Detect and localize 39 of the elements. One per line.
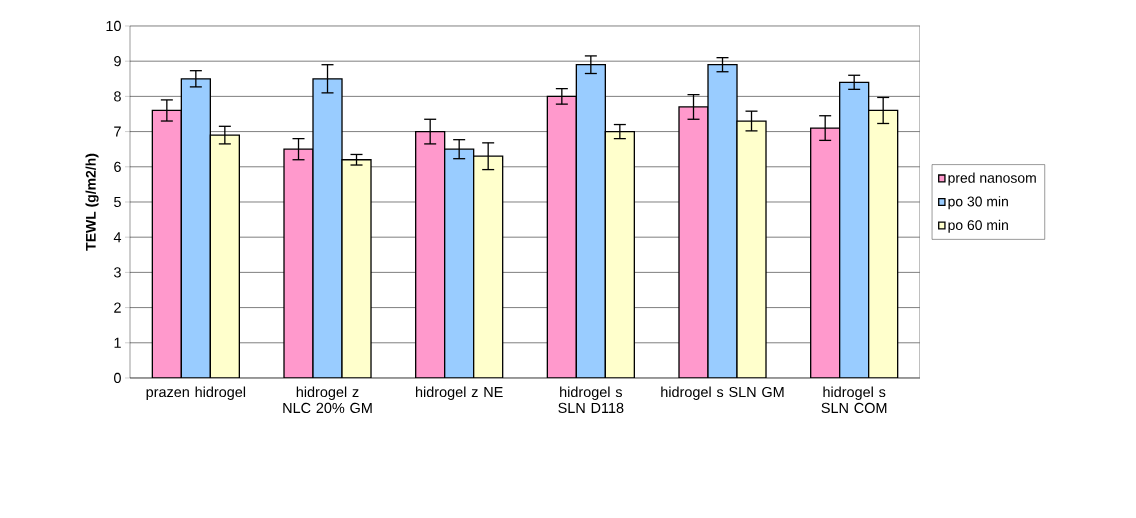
x-tick-label: hidrogel z NLC 20% GM [283,386,372,414]
bar [839,81,870,378]
y-tick-label: 8 [114,91,121,102]
x-tick-label: prazen hidrogel [146,386,246,400]
y-tick-label: 6 [114,161,121,172]
y-tick-label: 2 [114,302,121,313]
x-tick-label: hidrogel s SLN D118 [558,386,624,414]
y-axis-title: TEWL (g/m2/h) [85,153,99,251]
y-tick-label: 9 [114,56,121,67]
y-tick-label: 0 [114,372,121,384]
bar [707,64,738,378]
y-tick-label: 5 [114,196,121,208]
bar [312,78,343,378]
bar [151,109,182,378]
bar [180,78,211,378]
bar [283,148,314,378]
legend-label: po 30 min [948,196,1008,210]
bar [575,64,606,378]
bar [341,159,372,378]
bar [810,127,841,378]
bar [444,148,475,378]
bar [546,95,577,378]
x-tick-label: hidrogel s SLN GM [661,386,784,400]
bar [736,120,767,378]
legend-label: pred nanosom [948,172,1036,186]
bar [678,106,709,378]
y-tick-label: 1 [114,337,121,348]
bar [415,130,446,378]
bar [473,155,504,378]
y-tick-label: 3 [114,267,121,278]
bar [209,134,240,378]
y-tick-label: 10 [106,20,121,32]
bar [868,109,899,378]
legend-label: po 60 min [948,219,1008,233]
bar [604,130,635,378]
y-tick-label: 4 [113,232,122,243]
x-tick-label: hidrogel s SLN COM [821,386,887,414]
x-tick-label: hidrogel z NE [416,386,503,400]
y-tick-label: 7 [114,126,121,137]
